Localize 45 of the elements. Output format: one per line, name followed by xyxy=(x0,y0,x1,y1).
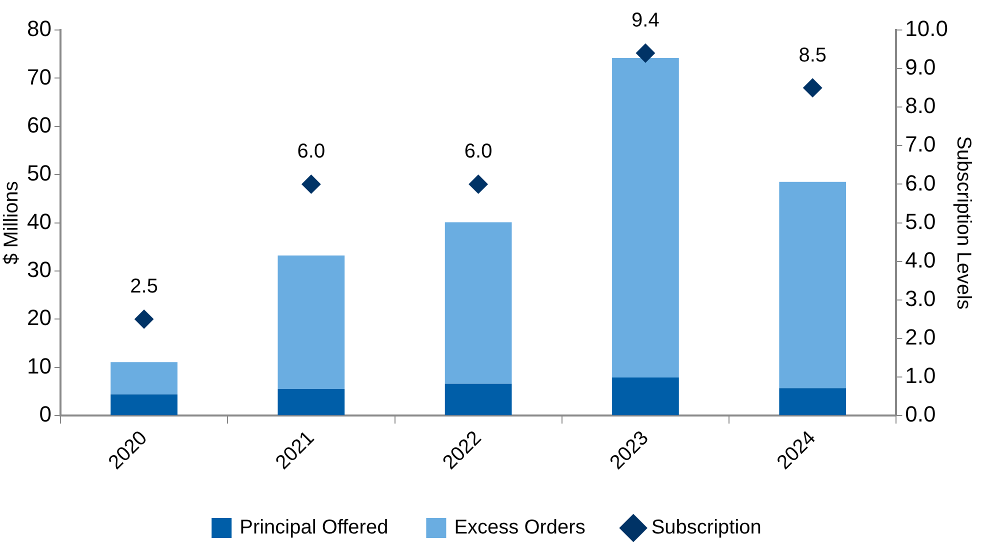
bar xyxy=(278,256,345,390)
y2-tick-label: 2.0 xyxy=(905,324,936,350)
point xyxy=(134,310,154,329)
y-axis-title: $ Millions xyxy=(0,181,23,264)
data-label: 2.5 xyxy=(130,276,158,298)
y-tick-label: 80 xyxy=(26,16,52,42)
data-label: 8.5 xyxy=(798,44,827,66)
y-tick-label: 50 xyxy=(26,160,52,186)
y2-tick-label: 9.0 xyxy=(905,54,936,80)
y-tick-label: 40 xyxy=(26,208,52,234)
data-label: 9.4 xyxy=(632,10,660,32)
y2-tick-label: 1.0 xyxy=(905,363,936,388)
y2-tick-label: 0.0 xyxy=(905,402,936,427)
y-tick-label: 10 xyxy=(26,353,52,378)
bar xyxy=(110,394,178,416)
legend-label: Principal Offered xyxy=(240,516,388,539)
bar xyxy=(278,389,345,416)
y2-tick-label: 10.0 xyxy=(905,16,948,42)
y2-tick-label: 8.0 xyxy=(905,93,936,118)
data-label: 6.0 xyxy=(297,140,326,163)
point xyxy=(636,44,655,63)
bar xyxy=(612,58,679,378)
point xyxy=(302,174,321,194)
point xyxy=(468,174,488,194)
y2-tick-label: 6.0 xyxy=(905,170,936,196)
bar xyxy=(444,384,512,416)
y-tick-label: 0 xyxy=(39,402,52,427)
y2-tick-label: 4.0 xyxy=(905,247,936,272)
y-tick-label: 30 xyxy=(26,257,52,282)
bar xyxy=(110,362,178,394)
data-label: 6.0 xyxy=(464,140,492,163)
bar xyxy=(444,222,512,384)
legend-label: Subscription xyxy=(651,516,762,539)
y-tick-label: 60 xyxy=(26,112,52,138)
y2-tick-label: 3.0 xyxy=(905,286,936,311)
y2-tick-label: 7.0 xyxy=(905,132,936,157)
bar xyxy=(779,182,846,388)
point xyxy=(803,78,822,98)
bar xyxy=(612,377,679,416)
legend-label: Excess Orders xyxy=(454,516,586,539)
y2-axis-title: Subscription Levels xyxy=(952,136,974,310)
bar xyxy=(779,388,846,416)
y2-tick-label: 5.0 xyxy=(905,208,936,234)
y-tick-label: 20 xyxy=(26,305,52,330)
y-tick-label: 70 xyxy=(26,64,52,90)
